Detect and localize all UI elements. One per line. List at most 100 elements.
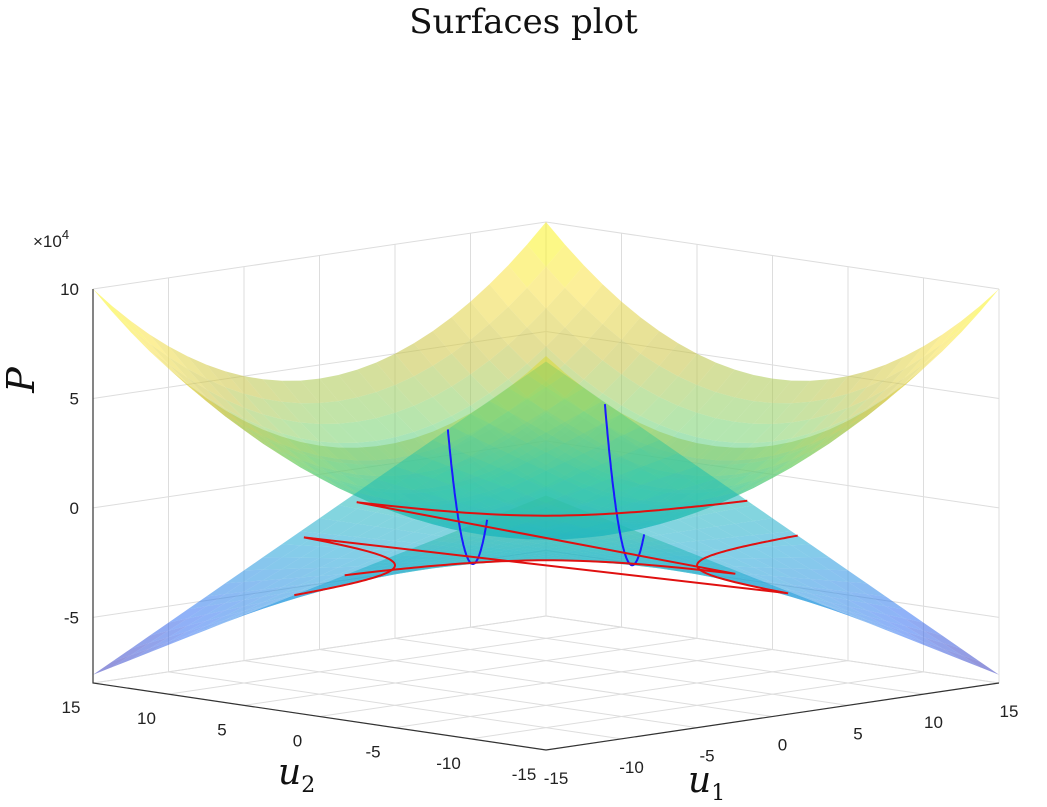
surface-1-patch (262, 414, 301, 439)
surface-2-patch (791, 568, 830, 581)
surface-2-patch (866, 594, 905, 610)
surface-1-patch (527, 308, 565, 347)
surface-2-patch (810, 557, 848, 571)
surface-1-patch (168, 356, 207, 390)
surface-2-patch (923, 630, 962, 649)
surface-2-patch (564, 528, 603, 538)
surface-2-patch (904, 625, 943, 643)
surface-2-patch (772, 567, 811, 579)
surface-2-patch (791, 577, 830, 590)
surface-2-patch (413, 534, 452, 545)
surface-1-patch (678, 412, 716, 438)
surface-2-patch (564, 387, 603, 412)
surface-1-patch (772, 451, 811, 474)
surface-2-patch (678, 570, 716, 578)
surface-2-patch (697, 526, 735, 539)
surface-2-patch (810, 601, 848, 615)
surface-2-patch (810, 598, 848, 612)
surface-2-patch (640, 510, 679, 524)
surface-2-patch (640, 460, 679, 479)
surface-2-patch (262, 584, 301, 597)
surface-2-patch (678, 540, 716, 551)
surface-2-patch (262, 577, 301, 590)
surface-2-patch (621, 426, 660, 448)
y-tick-label: 5 (217, 720, 226, 739)
surface-1-patch (810, 425, 848, 452)
surface-1-patch (187, 368, 226, 400)
surface-1-patch (791, 414, 830, 439)
surface-2-patch (338, 558, 377, 568)
surface-1-patch (810, 407, 848, 434)
surface-2-patch (111, 642, 150, 662)
surface-1-patch (319, 441, 358, 461)
surface-1-patch (640, 397, 679, 425)
surface-2-patch (508, 421, 546, 443)
surface-2-patch (866, 616, 905, 632)
surface-2-patch (470, 444, 509, 464)
surface-2-patch (734, 535, 773, 548)
surface-2-patch (432, 537, 471, 547)
surface-1-patch (432, 317, 471, 354)
surface-2-patch (772, 545, 811, 558)
surface-1-patch (281, 380, 320, 404)
surface-1-patch (697, 440, 735, 461)
surface-1-patch (319, 477, 358, 497)
surface-2-patch (810, 579, 848, 592)
surface-2-patch (508, 541, 546, 549)
surface-1-patch (187, 356, 226, 388)
surface-2-patch (866, 610, 905, 626)
y-tick-label: 10 (137, 709, 156, 728)
surface-1-patch (319, 473, 358, 493)
surface-2-patch (225, 606, 263, 620)
surface-2-patch (640, 565, 679, 571)
surface-2-patch (225, 569, 263, 584)
surface-2-patch (168, 614, 207, 631)
surface-2-patch (470, 463, 509, 482)
surface-1-patch (772, 419, 811, 442)
surface-2-patch (508, 399, 546, 422)
surface-1-patch (357, 362, 395, 393)
surface-1-patch (244, 393, 282, 420)
surface-1-patch (187, 385, 226, 417)
surface-2-patch (753, 567, 792, 578)
surface-2-patch (206, 614, 244, 629)
surface-2-patch (508, 548, 546, 555)
surface-2-patch (244, 557, 282, 571)
surface-1-patch (942, 305, 981, 344)
surface-1-patch (187, 377, 226, 409)
surface-1-patch (715, 458, 754, 476)
surface-2-patch (697, 479, 735, 497)
surface-1-patch (904, 349, 943, 384)
surface-1-patch (527, 222, 565, 267)
surface-2-patch (848, 581, 886, 597)
surface-1-patch (734, 473, 773, 493)
surface-2-patch (527, 361, 565, 387)
surface-2-patch (772, 582, 811, 594)
surface-1-patch (885, 368, 924, 401)
surface-1-patch (564, 306, 603, 345)
surface-2-patch (734, 566, 773, 576)
grid-line-y-floor-4 (243, 637, 698, 706)
surface-2-patch (225, 608, 263, 623)
tick-labels: -15 -10 -5 0 5 10 15 -15 -10 -5 0 5 10 15 -5 0 5 10 ×104 (33, 227, 1018, 788)
surface-2-patch (791, 557, 830, 570)
surface-2-patch (281, 576, 320, 588)
surface-2-patch (470, 423, 509, 445)
surface-2-patch (489, 387, 528, 412)
surface-1-patch (772, 380, 811, 404)
surface-2-patch (281, 582, 320, 594)
surface-2-patch (262, 596, 301, 609)
surface-1-patch (338, 369, 377, 398)
grid-line-z-4 (92, 615, 1000, 684)
surface-1-patch (244, 376, 282, 402)
surface-2-patch (225, 580, 263, 595)
surface-1-patch (734, 477, 773, 497)
surface-2-patch (413, 439, 452, 460)
surface-2-patch (357, 479, 395, 497)
surface-1-patch (244, 418, 282, 445)
surface-2-patch (602, 519, 641, 531)
surface-2-patch (866, 622, 905, 638)
surface-2-patch (791, 584, 830, 597)
surface-1-patch (621, 317, 660, 354)
